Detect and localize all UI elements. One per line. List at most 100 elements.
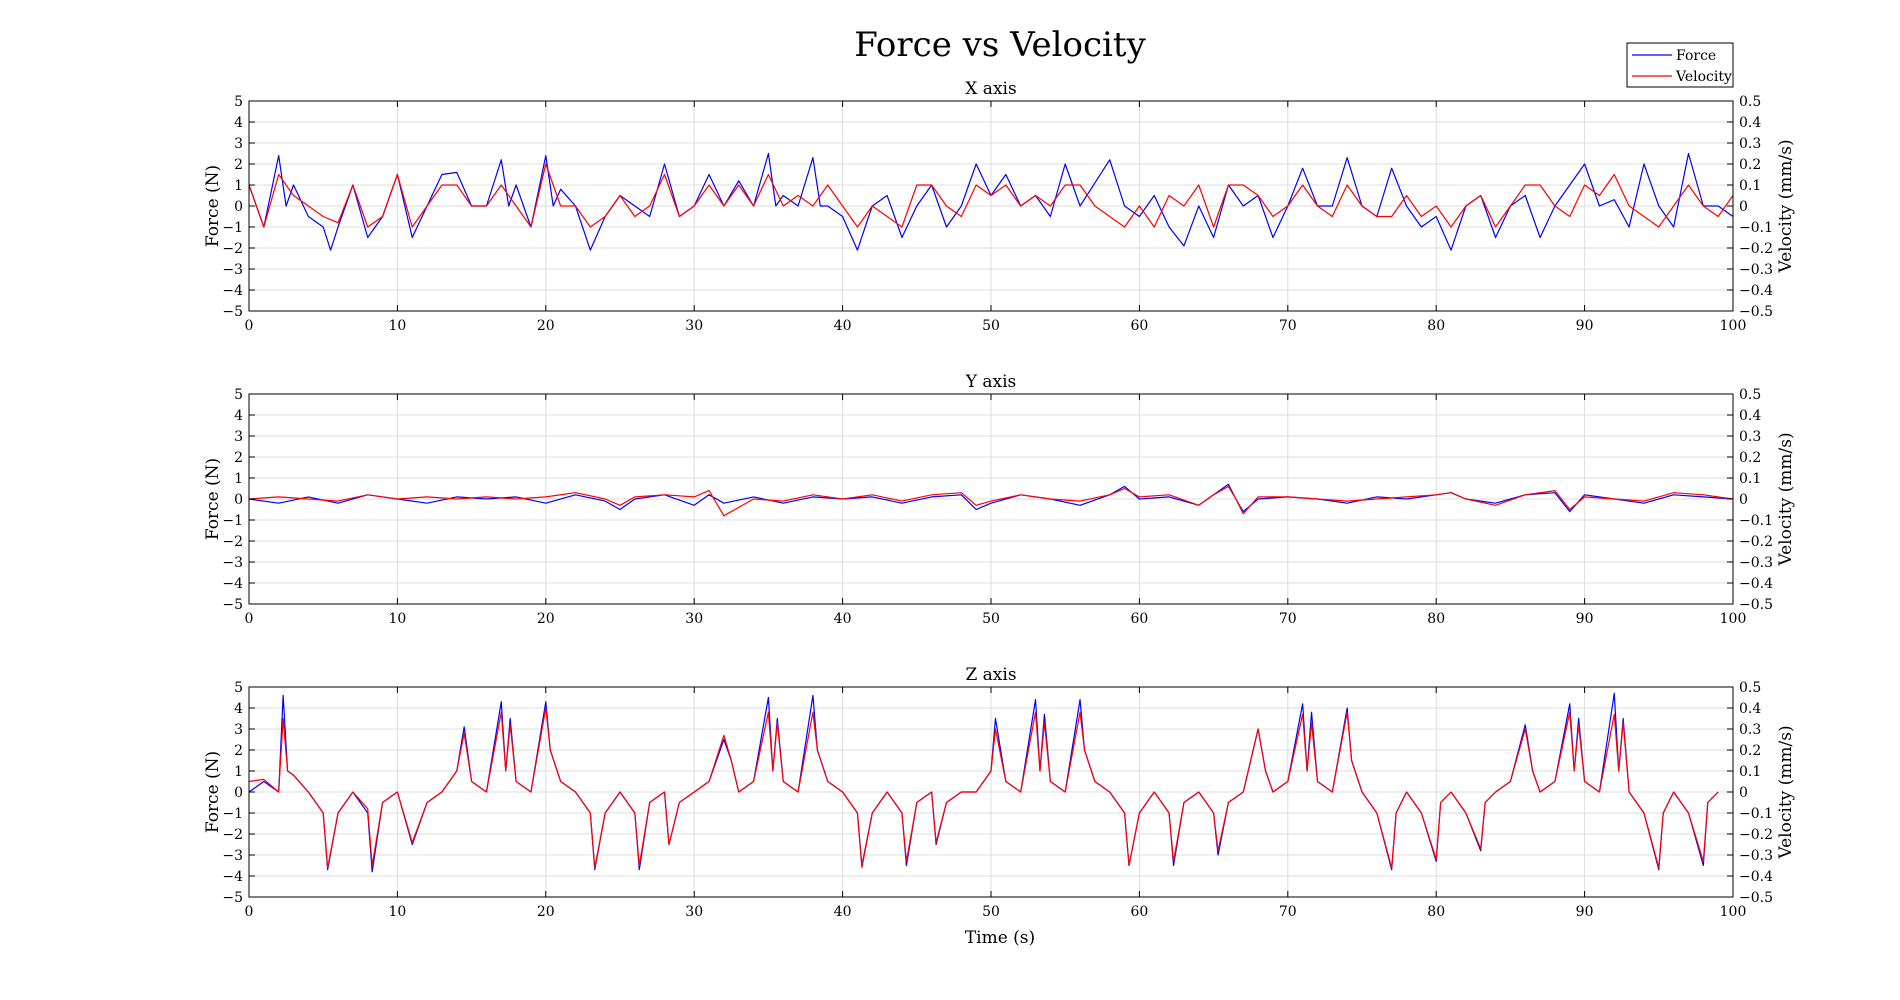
y-tick-label-left: −4 (222, 283, 243, 299)
y-tick-label-right: 0.2 (1739, 157, 1761, 173)
y-tick-label-right: 0 (1739, 199, 1748, 215)
y-tick-label-left: −1 (222, 513, 243, 529)
series-line-velocity (248, 707, 1719, 869)
y-tick-label-right: −0.3 (1739, 555, 1773, 571)
legend-force-label: Force (1676, 48, 1716, 64)
y-tick-label-left: 3 (234, 722, 243, 738)
y-tick-label-left: −3 (222, 555, 243, 571)
y-axis-label-left: Force (N) (203, 165, 223, 247)
x-axis-label: Time (s) (965, 928, 1035, 948)
y-axis-label-right: Velocity (mm/s) (1776, 139, 1796, 273)
y-tick-label-left: 0 (234, 199, 243, 215)
y-tick-label-left: 2 (234, 743, 243, 759)
x-tick-label: 30 (685, 611, 703, 627)
y-tick-label-right: −0.4 (1739, 576, 1773, 592)
x-tick-label: 30 (685, 904, 703, 920)
y-tick-label-left: −4 (222, 869, 243, 885)
y-tick-label-left: −5 (222, 890, 243, 906)
subplot-0: 0 10 20 30 40 50 60 70 80 90 100543210−1−2−3−4−50.… (203, 79, 1796, 334)
x-tick-label: 50 (982, 904, 1000, 920)
y-tick-label-right: −0.2 (1739, 827, 1773, 843)
y-axis-label-left: Force (N) (203, 458, 223, 540)
x-tick-label: 60 (1130, 611, 1148, 627)
legend-velocity-label: Velocity (1675, 69, 1732, 85)
x-tick-label: 30 (685, 318, 703, 334)
subplot-title: Z axis (965, 665, 1016, 685)
y-tick-label-left: 5 (234, 387, 243, 403)
y-tick-label-right: −0.4 (1739, 869, 1773, 885)
y-tick-label-left: 4 (234, 115, 243, 131)
y-tick-label-left: 4 (234, 408, 243, 424)
y-tick-label-left: −3 (222, 262, 243, 278)
x-tick-label: 90 (1576, 904, 1594, 920)
y-tick-label-right: −0.3 (1739, 262, 1773, 278)
y-tick-label-right: 0.4 (1739, 701, 1761, 717)
y-tick-label-right: 0.1 (1739, 178, 1761, 194)
y-axis-label-right: Velocity (mm/s) (1776, 725, 1796, 859)
x-tick-label: 40 (834, 904, 852, 920)
x-tick-label: 60 (1130, 318, 1148, 334)
figure-title: Force vs Velocity (854, 25, 1146, 65)
x-tick-label: 90 (1576, 611, 1594, 627)
y-tick-label-right: 0.2 (1739, 743, 1761, 759)
x-tick-label: 0 (245, 318, 254, 334)
x-tick-label: 40 (834, 318, 852, 334)
y-tick-label-left: −2 (222, 534, 243, 550)
x-tick-label: 80 (1427, 611, 1445, 627)
x-tick-label: 20 (537, 611, 555, 627)
y-tick-label-right: 0.4 (1739, 115, 1761, 131)
x-tick-label: 10 (388, 611, 406, 627)
series-line-velocity (248, 485, 1734, 517)
y-tick-label-right: 0.4 (1739, 408, 1761, 424)
y-axis-label-right: Velocity (mm/s) (1776, 432, 1796, 566)
subplots: 0 10 20 30 40 50 60 70 80 90 100543210−1−2−3−4−50.… (203, 79, 1796, 920)
x-tick-label: 70 (1279, 318, 1297, 334)
y-tick-label-right: 0.3 (1739, 136, 1761, 152)
y-tick-label-right: −0.1 (1739, 513, 1773, 529)
y-tick-label-left: 1 (234, 471, 243, 487)
x-tick-label: 70 (1279, 904, 1297, 920)
x-tick-label: 100 (1720, 904, 1747, 920)
y-tick-label-right: −0.5 (1739, 890, 1773, 906)
y-tick-label-right: 0.3 (1739, 429, 1761, 445)
y-tick-label-left: −5 (222, 304, 243, 320)
x-tick-label: 20 (537, 904, 555, 920)
y-tick-label-left: 3 (234, 136, 243, 152)
legend-box (1626, 42, 1734, 88)
y-tick-label-left: −5 (222, 597, 243, 613)
y-tick-label-left: 5 (234, 94, 243, 110)
legend: Force Velocity (1626, 42, 1734, 88)
x-tick-label: 50 (982, 611, 1000, 627)
x-tick-label: 0 (245, 904, 254, 920)
x-tick-label: 10 (388, 318, 406, 334)
y-tick-label-right: −0.1 (1739, 806, 1773, 822)
y-tick-label-right: 0.5 (1739, 680, 1761, 696)
y-tick-label-right: 0 (1739, 492, 1748, 508)
y-tick-label-right: 0.5 (1739, 94, 1761, 110)
y-axis-label-left: Force (N) (203, 751, 223, 833)
y-tick-label-right: −0.5 (1739, 597, 1773, 613)
x-tick-label: 100 (1720, 611, 1747, 627)
y-tick-label-right: 0.3 (1739, 722, 1761, 738)
y-tick-label-left: 2 (234, 450, 243, 466)
y-tick-label-left: −1 (222, 220, 243, 236)
y-tick-label-left: −4 (222, 576, 243, 592)
series-line-velocity (248, 163, 1734, 228)
y-tick-label-right: −0.1 (1739, 220, 1773, 236)
subplot-title: Y axis (965, 372, 1017, 392)
y-tick-label-left: −3 (222, 848, 243, 864)
y-tick-label-left: 0 (234, 785, 243, 801)
y-tick-label-right: −0.5 (1739, 304, 1773, 320)
y-tick-label-right: 0 (1739, 785, 1748, 801)
x-tick-label: 80 (1427, 904, 1445, 920)
y-tick-label-left: 0 (234, 492, 243, 508)
x-tick-label: 50 (982, 318, 1000, 334)
x-tick-label: 0 (245, 611, 254, 627)
y-tick-label-right: 0.5 (1739, 387, 1761, 403)
x-tick-label: 80 (1427, 318, 1445, 334)
y-tick-label-right: −0.2 (1739, 241, 1773, 257)
y-tick-label-right: −0.2 (1739, 534, 1773, 550)
y-tick-label-right: 0.2 (1739, 450, 1761, 466)
subplot-title: X axis (965, 79, 1016, 99)
y-tick-label-left: 3 (234, 429, 243, 445)
